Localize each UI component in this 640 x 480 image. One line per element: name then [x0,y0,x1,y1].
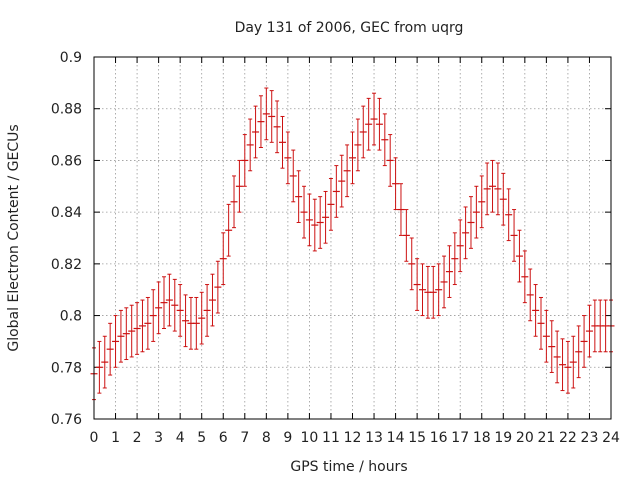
plot-frame [93,56,612,420]
data-points [90,113,615,375]
x-tick-label: 24 [602,430,620,446]
axis-ticks [93,56,612,420]
x-tick-label: 3 [154,430,163,446]
x-tick-label: 14 [387,430,405,446]
x-tick-label: 5 [197,430,206,446]
x-tick-label: 21 [537,430,555,446]
x-tick-label: 8 [262,430,271,446]
x-tick-labels: 0 1 2 3 4 5 6 7 8 9 10 11 12 13 14 15 16 17 18 19 20 21 22 23 24 [90,430,620,446]
x-tick-label: 17 [451,430,469,446]
x-tick-label: 1 [111,430,120,446]
x-tick-label: 15 [408,430,426,446]
x-tick-label: 22 [559,430,577,446]
y-tick-label: 0.8 [60,309,82,325]
error-bars [92,87,613,401]
y-tick-label: 0.9 [60,50,82,66]
x-tick-label: 18 [473,430,491,446]
x-tick-label: 16 [430,430,448,446]
x-tick-label: 4 [176,430,185,446]
x-tick-label: 10 [301,430,319,446]
x-axis-label: GPS time / hours [290,459,407,475]
x-tick-label: 23 [581,430,599,446]
y-tick-label: 0.86 [51,153,82,169]
x-tick-label: 20 [516,430,534,446]
chart-title: Day 131 of 2006, GEC from uqrg [235,20,464,36]
x-tick-label: 7 [240,430,249,446]
y-tick-labels: 0.76 0.78 0.8 0.82 0.84 0.86 0.88 0.9 [51,50,82,428]
y-tick-label: 0.84 [51,205,82,221]
x-tick-label: 0 [90,430,99,446]
x-tick-label: 12 [344,430,362,446]
y-tick-label: 0.82 [51,257,82,273]
y-tick-label: 0.88 [51,102,82,118]
x-tick-label: 9 [283,430,292,446]
x-tick-label: 2 [133,430,142,446]
y-tick-label: 0.76 [51,412,82,428]
y-axis-label: Global Electron Content / GECUs [6,124,22,351]
x-tick-label: 11 [322,430,340,446]
x-tick-label: 19 [494,430,512,446]
x-tick-label: 13 [365,430,383,446]
grid-lines [94,57,611,419]
y-tick-label: 0.78 [51,360,82,376]
x-tick-label: 6 [219,430,228,446]
